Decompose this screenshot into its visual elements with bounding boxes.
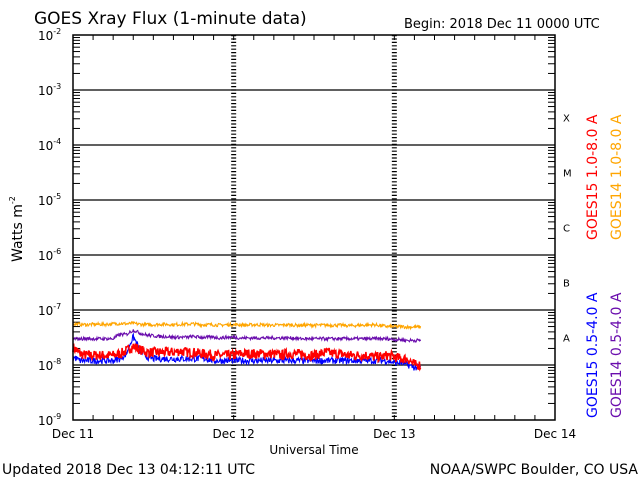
y-tick-label: 10-5 xyxy=(38,192,61,208)
y-tick-exponent: -8 xyxy=(53,357,61,366)
flare-class-label: A xyxy=(563,334,570,345)
plot-frame xyxy=(72,34,556,421)
y-tick-label: 10-9 xyxy=(38,412,61,428)
y-tick-exponent: -9 xyxy=(53,412,61,421)
series-line-goes14-1-0-8-0-a xyxy=(72,320,422,331)
y-tick-base: 10 xyxy=(38,29,53,43)
y-tick-labels: 10-210-310-410-510-610-710-810-9 xyxy=(38,27,61,428)
legend-entry: GOES15 1.0-8.0 A xyxy=(585,114,601,240)
series-line-goes15-1-0-8-0-a xyxy=(72,343,422,372)
y-tick-exponent: -2 xyxy=(53,27,61,36)
y-tick-exponent: -6 xyxy=(53,247,61,256)
y-tick-exponent: -5 xyxy=(53,192,61,201)
y-tick-base: 10 xyxy=(38,304,53,318)
y-tick-exponent: -4 xyxy=(53,137,61,146)
series-group xyxy=(72,320,422,372)
y-tick-base: 10 xyxy=(38,249,53,263)
y-axis-label-exp: -2 xyxy=(8,196,17,204)
flare-class-label: B xyxy=(563,279,570,290)
flare-class-labels: X M C B A xyxy=(563,114,572,345)
y-tick-label: 10-8 xyxy=(38,357,61,373)
legend-entry: GOES14 0.5-4.0 A xyxy=(609,292,625,418)
x-tick-label: Dec 11 xyxy=(52,427,94,441)
legend-entry: GOES14 1.0-8.0 A xyxy=(609,114,625,240)
y-tick-base: 10 xyxy=(38,139,53,153)
x-axis-label: Universal Time xyxy=(269,443,358,457)
y-tick-base: 10 xyxy=(38,414,53,428)
series-line-goes14-0-5-4-0-a xyxy=(72,329,422,344)
begin-label: Begin: 2018 Dec 11 0000 UTC xyxy=(404,17,600,32)
y-tick-base: 10 xyxy=(38,359,53,373)
y-axis-label: Watts m-2 xyxy=(8,196,26,262)
flare-class-label: X xyxy=(563,114,570,125)
y-tick-base: 10 xyxy=(38,194,53,208)
y-tick-label: 10-6 xyxy=(38,247,61,263)
credit-label: NOAA/SWPC Boulder, CO USA xyxy=(430,462,639,478)
y-tick-label: 10-4 xyxy=(38,137,61,153)
y-tick-label: 10-2 xyxy=(38,27,61,43)
x-tick-label: Dec 12 xyxy=(213,427,255,441)
y-tick-exponent: -3 xyxy=(53,82,61,91)
y-tick-label: 10-7 xyxy=(38,302,61,318)
chart-title: GOES Xray Flux (1-minute data) xyxy=(34,9,307,29)
legend: GOES15 1.0-8.0 A GOES14 1.0-8.0 A GOES15 0… xyxy=(585,114,625,418)
y-tick-exponent: -7 xyxy=(53,302,61,311)
y-tick-label: 10-3 xyxy=(38,82,61,98)
updated-timestamp: Updated 2018 Dec 13 04:12:11 UTC xyxy=(2,462,255,478)
x-tick-label: Dec 13 xyxy=(373,427,415,441)
y-axis-label-text: Watts m xyxy=(10,204,26,262)
flare-class-label: C xyxy=(563,224,570,235)
legend-entry: GOES15 0.5-4.0 A xyxy=(585,292,601,418)
x-tick-label: Dec 14 xyxy=(534,427,576,441)
x-tick-labels: Dec 11 Dec 12 Dec 13 Dec 14 xyxy=(52,427,576,441)
flare-class-label: M xyxy=(563,169,572,180)
y-tick-base: 10 xyxy=(38,84,53,98)
